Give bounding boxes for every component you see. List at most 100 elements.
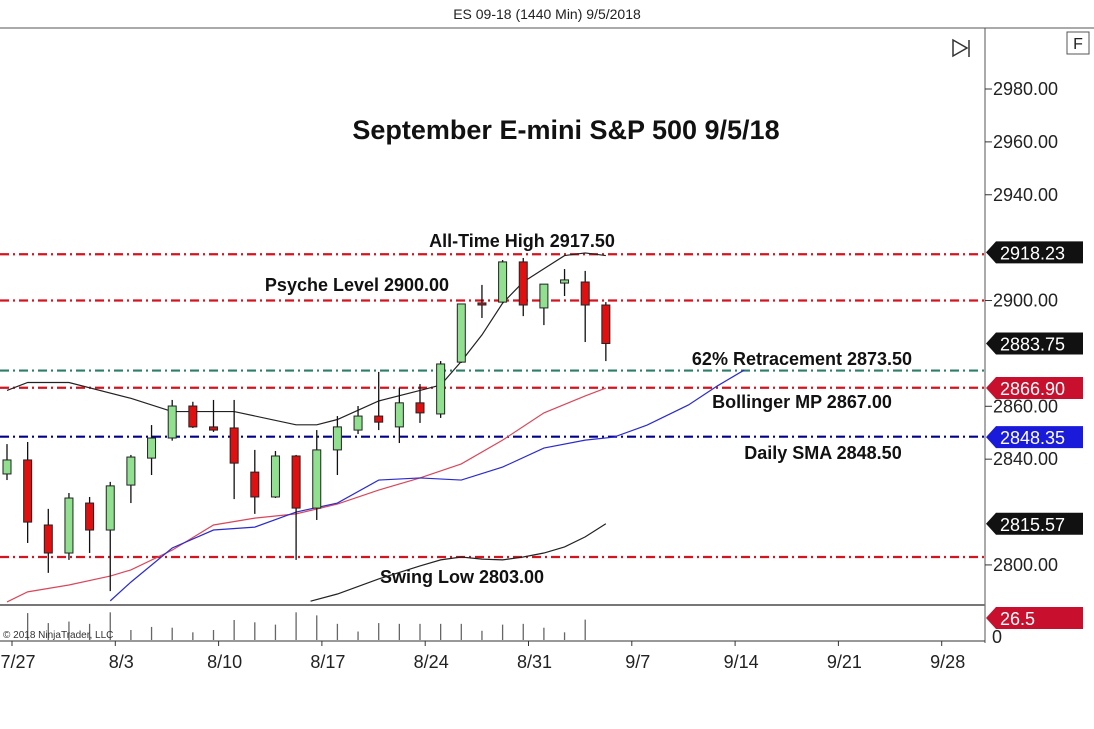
candle-body: [415, 402, 425, 414]
candle: [353, 406, 363, 435]
x-tick-label: 9/21: [827, 652, 862, 672]
x-tick-label: 9/14: [724, 652, 759, 672]
price-marker-label: 2815.57: [1000, 515, 1065, 535]
y-tick-label: 2960.00: [993, 132, 1058, 152]
y-tick-label: 2900.00: [993, 291, 1058, 311]
level-label: Daily SMA 2848.50: [744, 443, 901, 463]
candle: [477, 284, 487, 318]
candle-body: [2, 459, 12, 475]
candle: [456, 303, 466, 363]
candle-body: [436, 363, 446, 415]
candle: [601, 302, 611, 362]
candle-body: [539, 283, 549, 309]
svg-text:F: F: [1073, 36, 1083, 53]
candle: [518, 257, 528, 317]
candle-body: [374, 415, 384, 423]
candle: [415, 384, 425, 423]
candle: [147, 425, 157, 476]
chart-header-title: ES 09-18 (1440 Min) 9/5/2018: [453, 6, 641, 22]
price-marker-label: 2918.23: [1000, 243, 1065, 263]
candle: [270, 450, 280, 499]
y-tick-label: 2940.00: [993, 185, 1058, 205]
copyright: © 2018 NinjaTrader, LLC: [3, 630, 113, 641]
price-marker: 2848.35: [986, 426, 1083, 449]
price-marker-box: [986, 241, 1083, 264]
skip-to-end-icon: [952, 38, 969, 58]
volume-marker: 26.5: [986, 607, 1083, 629]
price-marker: 2815.57: [986, 512, 1083, 535]
candle-body: [167, 405, 177, 439]
scroll-end-button[interactable]: [952, 38, 970, 58]
candle-body: [105, 485, 115, 531]
candle-body: [291, 455, 301, 509]
x-tick-label: 8/31: [517, 652, 552, 672]
candle: [312, 430, 322, 520]
candle-body: [498, 261, 508, 303]
candle-body: [394, 402, 404, 428]
candle: [105, 481, 115, 592]
candle: [580, 270, 590, 343]
x-tick-label: 8/3: [109, 652, 134, 672]
price-marker-label: 2848.35: [1000, 428, 1065, 448]
y-tick-label: 2840.00: [993, 449, 1058, 469]
volume-marker-box: [986, 607, 1083, 629]
level-label: Psyche Level 2900.00: [265, 275, 449, 295]
candle: [332, 416, 342, 476]
candle-body: [43, 524, 53, 554]
level-label: 62% Retracement 2873.50: [692, 349, 912, 369]
price-marker: 2883.75: [986, 332, 1083, 355]
f-button[interactable]: F: [1066, 31, 1090, 55]
y-tick-label: 2800.00: [993, 555, 1058, 575]
candle: [167, 399, 177, 441]
candle-body: [580, 281, 590, 306]
candle-body: [126, 456, 136, 486]
price-marker-label: 2866.90: [1000, 379, 1065, 399]
candle-body: [312, 449, 322, 509]
chart-frame: [0, 27, 1094, 643]
price-marker: 2918.23: [986, 241, 1083, 264]
bollinger-lower-line: [310, 523, 607, 602]
candle-body: [560, 279, 570, 284]
candle: [43, 508, 53, 573]
price-marker: 2866.90: [986, 377, 1083, 400]
candle: [250, 449, 260, 514]
candle: [209, 399, 218, 432]
candle: [64, 493, 74, 560]
candle: [229, 399, 239, 500]
candle-body: [23, 459, 33, 523]
candle-body: [518, 261, 528, 306]
price-marker-label: 2883.75: [1000, 334, 1065, 354]
x-tick-label: 7/27: [0, 652, 35, 672]
candle-body: [270, 455, 280, 498]
candle-body: [250, 471, 260, 498]
candle-body: [601, 304, 611, 344]
x-tick-label: 8/24: [414, 652, 449, 672]
candle-body: [85, 502, 95, 531]
candle: [394, 387, 404, 444]
price-marker-box: [986, 512, 1083, 535]
level-label: Bollinger MP 2867.00: [712, 392, 892, 412]
candle-body: [64, 497, 74, 554]
y-tick-label: 2860.00: [993, 396, 1058, 416]
candle: [539, 283, 549, 326]
volume-axis-label: 0: [992, 627, 1002, 647]
candle-body: [332, 426, 342, 451]
candle: [498, 260, 508, 303]
price-marker-box: [986, 377, 1083, 400]
candle-body: [456, 303, 466, 363]
x-tick-label: 9/7: [625, 652, 650, 672]
candle-body: [188, 405, 198, 428]
candle: [436, 361, 446, 418]
y-tick-label: 2980.00: [993, 79, 1058, 99]
candle: [560, 269, 570, 297]
level-label: Swing Low 2803.00: [380, 567, 544, 587]
candle-body: [209, 426, 218, 431]
candle: [126, 454, 136, 504]
candle-body: [147, 437, 157, 459]
x-tick-label: 8/17: [310, 652, 345, 672]
level-label: All-Time High 2917.50: [429, 231, 615, 251]
candle: [291, 454, 301, 560]
sma-line: [109, 369, 745, 602]
x-tick-label: 8/10: [207, 652, 242, 672]
